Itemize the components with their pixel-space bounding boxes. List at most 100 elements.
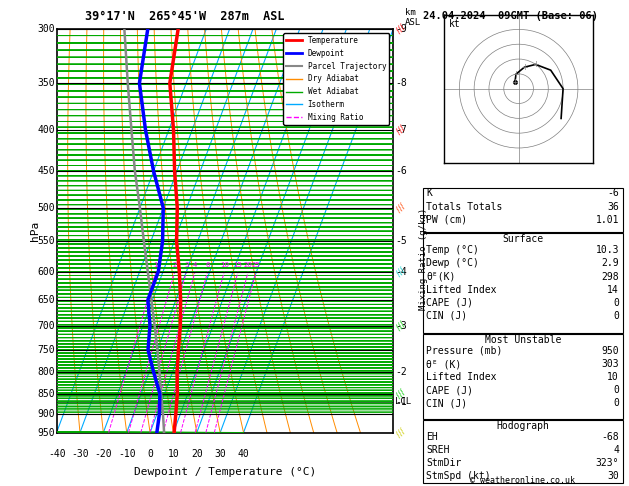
Text: 40: 40 [238,449,250,459]
Text: 1.01: 1.01 [596,215,619,225]
Text: 298: 298 [601,272,619,281]
Text: StmDir: StmDir [426,458,462,468]
Text: 303: 303 [601,359,619,369]
Text: 20: 20 [243,261,253,268]
Text: θᴱ (K): θᴱ (K) [426,359,462,369]
Text: 10: 10 [607,372,619,382]
Text: ///: /// [395,265,408,278]
Text: StmSpd (kt): StmSpd (kt) [426,471,491,481]
Text: 4: 4 [193,261,198,268]
Text: Most Unstable: Most Unstable [484,335,561,345]
Text: -5: -5 [395,236,406,246]
Text: Lifted Index: Lifted Index [426,285,497,295]
Text: 20: 20 [191,449,203,459]
Text: +: + [513,69,520,79]
Text: CAPE (J): CAPE (J) [426,298,474,308]
Text: Dewp (°C): Dewp (°C) [426,259,479,268]
Text: -8: -8 [395,78,406,88]
Text: 2: 2 [172,261,177,268]
Text: 39°17'N  265°45'W  287m  ASL: 39°17'N 265°45'W 287m ASL [85,10,284,23]
Text: 10: 10 [167,449,179,459]
Text: 3: 3 [184,261,189,268]
Text: 0: 0 [613,399,619,408]
Text: SREH: SREH [426,445,450,455]
Text: 950: 950 [37,428,55,437]
Text: ///: /// [395,23,408,35]
Text: 2.9: 2.9 [601,259,619,268]
Text: Totals Totals: Totals Totals [426,202,503,211]
Text: -20: -20 [94,449,112,459]
Text: 700: 700 [37,321,55,330]
Text: km
ASL: km ASL [405,8,421,27]
Text: Lifted Index: Lifted Index [426,372,497,382]
Text: -68: -68 [601,432,619,442]
Text: ///: /// [395,387,408,400]
Text: K: K [426,189,432,198]
Text: Temp (°C): Temp (°C) [426,245,479,255]
Text: CIN (J): CIN (J) [426,311,467,321]
Text: 550: 550 [37,236,55,246]
Text: 750: 750 [37,345,55,355]
Text: -6: -6 [607,189,619,198]
Text: 30: 30 [214,449,226,459]
Text: 24.04.2024  09GMT (Base: 06): 24.04.2024 09GMT (Base: 06) [423,11,598,21]
Text: 400: 400 [37,125,55,135]
Text: Surface: Surface [502,234,543,244]
Text: -6: -6 [395,166,406,176]
Text: hPa: hPa [30,221,40,241]
Text: +: + [511,78,518,87]
Text: 30: 30 [607,471,619,481]
Text: +: + [532,60,539,69]
Text: 1: 1 [153,261,158,268]
Text: 950: 950 [601,346,619,356]
Text: © weatheronline.co.uk: © weatheronline.co.uk [470,476,575,485]
Text: 300: 300 [37,24,55,34]
Text: 4: 4 [613,445,619,455]
Text: -2: -2 [395,367,406,378]
Text: kt: kt [449,19,460,29]
Text: -10: -10 [118,449,135,459]
Text: θᴱ(K): θᴱ(K) [426,272,456,281]
Text: LCL: LCL [395,397,411,406]
Text: Mixing Ratio (g/kg): Mixing Ratio (g/kg) [419,208,428,310]
Text: 650: 650 [37,295,55,305]
Text: PW (cm): PW (cm) [426,215,467,225]
Text: -40: -40 [48,449,65,459]
Text: 10.3: 10.3 [596,245,619,255]
Text: ///: /// [395,319,408,332]
Text: +: + [521,63,528,72]
Text: 25: 25 [252,261,260,268]
Text: 350: 350 [37,78,55,88]
Text: CIN (J): CIN (J) [426,399,467,408]
Text: 0: 0 [613,385,619,395]
Text: 800: 800 [37,367,55,378]
Text: ///: /// [395,426,408,439]
Legend: Temperature, Dewpoint, Parcel Trajectory, Dry Adiabat, Wet Adiabat, Isotherm, Mi: Temperature, Dewpoint, Parcel Trajectory… [283,33,389,125]
Text: 450: 450 [37,166,55,176]
Text: CAPE (J): CAPE (J) [426,385,474,395]
Text: 850: 850 [37,389,55,399]
Text: 36: 36 [607,202,619,211]
Text: EH: EH [426,432,438,442]
Text: ///: /// [395,202,408,214]
Text: -1: -1 [395,397,406,407]
Text: 900: 900 [37,409,55,418]
Text: 323°: 323° [596,458,619,468]
Text: -30: -30 [71,449,89,459]
Text: 0: 0 [147,449,153,459]
Text: 0: 0 [613,298,619,308]
Text: -9: -9 [395,24,406,34]
Text: 10: 10 [220,261,229,268]
Text: Pressure (mb): Pressure (mb) [426,346,503,356]
Text: Hodograph: Hodograph [496,421,549,431]
Text: 14: 14 [607,285,619,295]
Text: Dewpoint / Temperature (°C): Dewpoint / Temperature (°C) [134,467,316,477]
Text: 0: 0 [613,311,619,321]
Text: -3: -3 [395,321,406,330]
Text: 15: 15 [233,261,242,268]
Text: 600: 600 [37,267,55,277]
Text: -7: -7 [395,125,406,135]
Text: -4: -4 [395,267,406,277]
Text: 500: 500 [37,203,55,213]
Text: 6: 6 [206,261,210,268]
